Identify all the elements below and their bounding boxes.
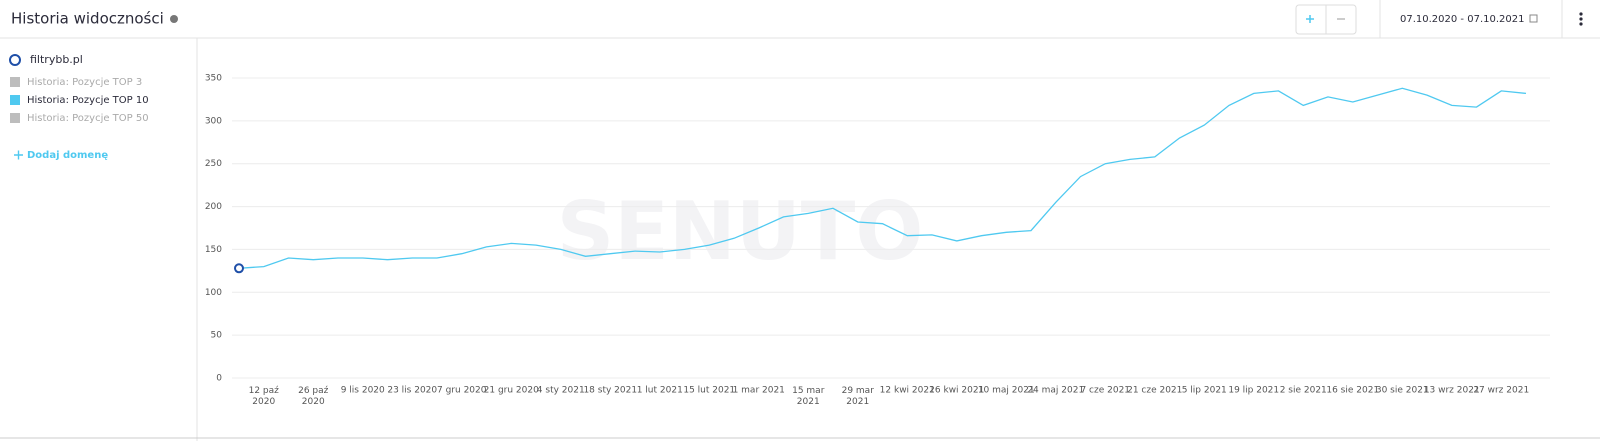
x-tick-label: 10 maj 2021 [978,386,1035,396]
calendar-icon[interactable] [1529,14,1538,23]
y-tick-label: 350 [205,74,222,84]
x-tick-label: 15 lut 2021 [683,386,735,396]
x-tick-label: 5 lip 2021 [1182,386,1227,396]
legend-swatch[interactable] [10,77,20,87]
x-tick-label: 1 lut 2021 [637,386,683,396]
x-tick-label: 19 lip 2021 [1228,386,1279,396]
add-domain[interactable]: Dodaj domenę [27,150,108,161]
x-tick-label: 9 lis 2020 [341,386,385,396]
x-tick-label: 18 sty 2021 [583,386,637,396]
x-tick-label: 2 sie 2021 [1280,386,1327,396]
line-series [238,87,1527,269]
series-start-icon [234,263,244,274]
x-tick-label: 15 mar 2021 [792,386,825,407]
x-tick-label: 23 lis 2020 [387,386,437,396]
y-tick-label: 50 [211,331,223,341]
legend-swatch[interactable] [10,113,20,123]
x-tick-label: 12 paź 2020 [249,386,280,407]
y-tick-label: 300 [205,116,222,126]
plot: 0 50 100 150 200 250 300 350 12 paź 2020 26 paź 202… [205,74,1550,407]
date-range[interactable]: 07.10.2020 - 07.10.2021 [1400,14,1524,25]
x-tick-label: 1 mar 2021 [733,386,785,396]
add-icon[interactable] [14,150,23,160]
watermark: SENUTO [557,185,924,278]
x-tick-label: 7 cze 2021 [1080,386,1130,396]
x-tick-label: 26 paź 2020 [298,386,329,407]
x-tick-label: 13 wrz 2021 [1424,386,1480,396]
legend-swatch[interactable] [10,95,20,105]
y-tick-label: 100 [205,288,222,298]
x-tick-label: 29 mar 2021 [842,386,875,407]
zoom-in[interactable] [1306,15,1314,23]
domain-icon [9,54,21,66]
header-title: Historia widoczności [11,10,164,28]
x-tick-label: 12 kwi 2021 [880,386,935,396]
y-tick-label: 0 [216,374,222,384]
legend-label[interactable]: Historia: Pozycje TOP 3 [27,77,142,88]
y-tick-label: 150 [205,245,222,255]
domain-name: filtrybb.pl [30,53,83,66]
y-tick-label: 200 [205,202,222,212]
x-tick-label: 27 wrz 2021 [1473,386,1529,396]
x-tick-label: 30 sie 2021 [1376,386,1429,396]
legend-label[interactable]: Historia: Pozycje TOP 50 [27,113,149,124]
x-tick-label: 24 maj 2021 [1027,386,1084,396]
x-tick-label: 7 gru 2020 [437,386,487,396]
legend-label[interactable]: Historia: Pozycje TOP 10 [27,95,149,106]
x-tick-label: 16 sie 2021 [1326,386,1379,396]
x-tick-label: 26 kwi 2021 [929,386,984,396]
x-tick-label: 4 sty 2021 [537,386,585,396]
x-tick-label: 21 gru 2020 [484,386,539,396]
x-tick-label: 21 cze 2021 [1127,386,1182,396]
legend: Historia: Pozycje TOP 3 Historia: Pozycje… [10,77,149,124]
info-icon[interactable] [170,15,178,23]
menu-icon[interactable] [1579,12,1583,26]
y-tick-label: 250 [205,159,222,169]
